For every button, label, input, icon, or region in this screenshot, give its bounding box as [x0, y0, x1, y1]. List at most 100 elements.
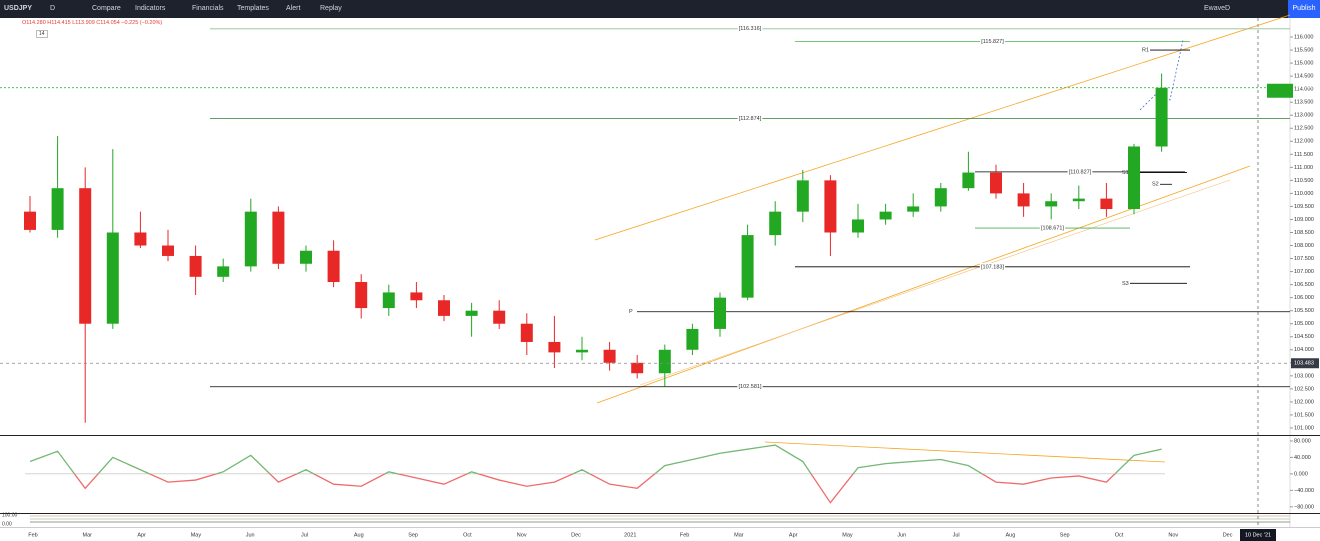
candle-body [162, 245, 174, 256]
y-tick-label: 113.500 [1294, 100, 1313, 106]
y-tick-label: 112.500 [1294, 126, 1313, 132]
x-tick-label: Oct [1115, 532, 1124, 538]
y-tick-label: 110.000 [1294, 191, 1313, 197]
x-tick-label: Aug [354, 532, 364, 538]
x-tick-label: Nov [517, 532, 527, 538]
lower-pane-label: 100.00 [2, 512, 18, 518]
y-tick-label: 114.500 [1294, 74, 1313, 80]
x-tick-label: Mar [734, 532, 744, 538]
x-tick-label: Sep [1060, 532, 1070, 538]
y-tick-label: 104.000 [1294, 347, 1314, 353]
y-tick-label: 104.500 [1294, 334, 1314, 340]
symbol[interactable]: USDJPY [4, 5, 33, 12]
toolbar-item[interactable]: Templates [237, 5, 269, 12]
level-label: [112.874] [739, 116, 762, 122]
candle-body [631, 362, 644, 374]
publish-button[interactable]: Publish [1288, 0, 1320, 18]
candle-body [852, 219, 864, 233]
candle-body [300, 250, 312, 264]
y-tick-label: 102.000 [1294, 399, 1314, 405]
level-label: [102.581] [739, 384, 762, 390]
candle-body [879, 211, 892, 220]
candle-body [1128, 146, 1140, 210]
candle-body [576, 349, 588, 353]
candle-body [1072, 198, 1085, 202]
toolbar-item[interactable]: Indicators [135, 5, 166, 12]
y-tick-label: 106.000 [1294, 295, 1314, 301]
level-label: [116.316] [739, 26, 762, 32]
y-tick-label: 107.500 [1294, 256, 1314, 262]
y-tick-label: 101.000 [1294, 425, 1314, 431]
y-tick-label: 0.000 [1294, 471, 1308, 477]
x-tick-label: Jun [246, 532, 255, 538]
x-tick-label: Sep [408, 532, 418, 538]
candle-body [1017, 193, 1030, 207]
y-tick-label: 101.500 [1294, 412, 1314, 418]
y-tick-label: 107.000 [1294, 269, 1314, 275]
lower-pane-label: 0.00 [2, 521, 12, 527]
y-tick-label: 116.000 [1294, 34, 1313, 40]
ohlc-legend: O114.280 H114.415 L113.909 C114.054 −0.2… [22, 20, 163, 26]
toolbar-item[interactable]: Alert [286, 5, 301, 12]
x-tick-label: May [191, 532, 202, 538]
candle-body [741, 235, 754, 298]
layout [0, 14, 1320, 528]
candle-body [327, 250, 340, 283]
toolbar-item[interactable]: Compare [92, 5, 121, 12]
candle-body [962, 172, 975, 189]
pivot-label: S3 [1122, 281, 1129, 287]
pivot-label: P [629, 309, 633, 315]
candle-body [990, 172, 1002, 194]
candle-body [714, 297, 726, 329]
last-price-label: 114.054 [1296, 84, 1315, 90]
x-tick-label: Jul [953, 532, 960, 538]
candle-body [106, 232, 119, 324]
y-tick-label: 111.500 [1294, 152, 1313, 158]
candle-body [493, 310, 506, 324]
osc-trendline [764, 441, 1166, 463]
y-tick-label: 112.000 [1294, 139, 1313, 145]
x-tick-label: 2021 [624, 532, 636, 538]
y-tick-label: 102.500 [1294, 386, 1314, 392]
y-tick-label: 108.500 [1294, 230, 1314, 236]
candle-body [548, 341, 561, 353]
candle-body [217, 266, 230, 277]
user[interactable]: EwaveD [1204, 5, 1231, 12]
candle-body [189, 255, 202, 277]
y-tick-label: −80.000 [1294, 504, 1314, 510]
interval[interactable]: D [50, 5, 56, 12]
channel-line [639, 179, 1231, 386]
y-tick-label: 40.000 [1294, 455, 1311, 461]
y-tick-label: 114.000 [1294, 87, 1313, 93]
x-tick-label: Feb [28, 532, 37, 538]
osc-line-negative [73, 473, 1116, 504]
candle-body [934, 188, 947, 207]
candle-body [410, 292, 423, 301]
x-tick-label: Dec [571, 532, 581, 538]
candle-body [907, 206, 920, 212]
indicator-badge[interactable]: 14 [36, 30, 48, 38]
candle-body [658, 349, 671, 374]
y-tick-label: 105.000 [1294, 321, 1314, 327]
candle-body [465, 310, 478, 316]
crosshair-box [1291, 358, 1319, 369]
toolbar-item[interactable]: Replay [320, 5, 342, 12]
y-tick-label: 111.000 [1294, 165, 1313, 171]
level-label: [107.183] [981, 264, 1004, 270]
level-label: [115.827] [981, 39, 1004, 45]
candle-body [134, 232, 147, 246]
candle-body [686, 328, 699, 350]
toolbar-item[interactable]: Financials [192, 5, 224, 12]
x-tick-label: Nov [1168, 532, 1178, 538]
channel-line [594, 14, 1291, 241]
y-tick-label: 106.500 [1294, 282, 1314, 288]
candle-body [24, 211, 36, 230]
candle-body [382, 292, 395, 309]
x-tick-label: Dec [1223, 532, 1233, 538]
x-tick-label: Oct [463, 532, 472, 538]
candle-body [1100, 198, 1113, 210]
candle-body [520, 323, 533, 342]
candle-body [1155, 87, 1168, 147]
